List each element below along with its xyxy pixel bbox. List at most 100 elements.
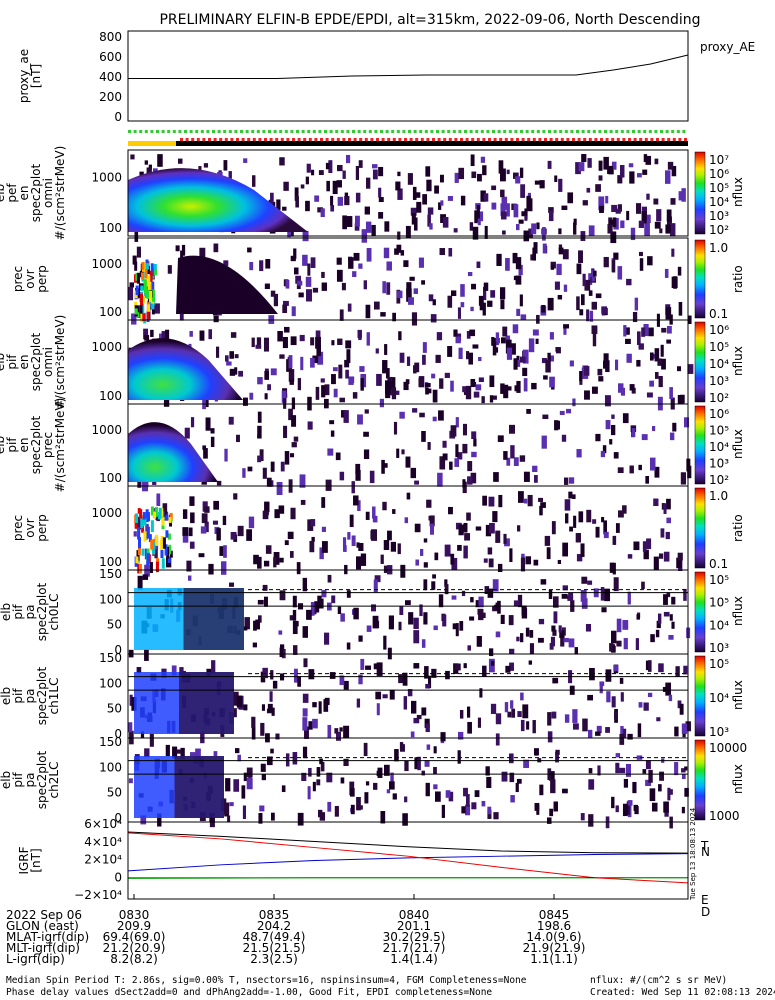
speckle [297, 280, 303, 286]
colorbar-tick-label: 10⁴ [709, 440, 729, 454]
speckle [506, 386, 512, 391]
speckle [439, 174, 444, 183]
speckle [549, 332, 554, 340]
speckle [684, 417, 689, 428]
speckle [558, 247, 564, 255]
y-axis-label: spec2plot [29, 163, 43, 222]
x-tick-label: 0845 [539, 908, 570, 922]
speckle [321, 385, 326, 398]
speckle [660, 344, 664, 357]
speckle [669, 816, 673, 829]
status-mark-green [419, 130, 423, 133]
speckle [609, 562, 615, 573]
speckle [182, 527, 189, 536]
speckle [495, 631, 501, 638]
speckle [610, 231, 617, 244]
y-axis-label: pa [23, 605, 37, 620]
speckle [493, 812, 499, 820]
speckle [225, 778, 231, 792]
y-axis-label: #/(scm²strMeV) [53, 398, 67, 493]
status-mark-green [587, 130, 591, 133]
speckle [227, 815, 231, 822]
speckle [305, 276, 312, 287]
x-tick-label: 0835 [259, 908, 290, 922]
speckle [358, 542, 364, 551]
speckle [265, 259, 271, 269]
speckle [642, 169, 648, 175]
speckle [360, 658, 365, 670]
speckle [319, 758, 323, 765]
speckle [375, 691, 382, 700]
colorbar-label: nflux [731, 680, 745, 710]
speckle [462, 423, 468, 436]
speckle [404, 517, 409, 524]
speckle [470, 472, 477, 484]
status-mark-green [363, 130, 367, 133]
colorbar [694, 151, 706, 235]
y-axis-label: elb [0, 436, 7, 454]
speckle [343, 725, 350, 738]
speckle [253, 620, 257, 631]
speckle [351, 535, 356, 547]
speckle [613, 452, 619, 459]
speckle [524, 215, 528, 221]
speckle [408, 612, 414, 625]
speckle [532, 720, 536, 734]
speckle [578, 511, 584, 523]
speckle [450, 553, 455, 565]
speckle [389, 689, 395, 700]
speckle [133, 531, 137, 537]
speckle [355, 469, 361, 481]
ratio-cell [154, 507, 158, 517]
speckle [229, 802, 234, 807]
status-mark-red [555, 138, 559, 141]
speckle [489, 523, 495, 534]
speckle [500, 614, 505, 625]
speckle [580, 294, 585, 306]
y-axis-label: ovr [23, 269, 37, 288]
y-axis-label: elb [0, 687, 13, 705]
ratio-cell [144, 548, 148, 560]
speckle [606, 691, 611, 703]
ratio-cell [150, 263, 154, 277]
colorbar-tick-label: 10⁵ [709, 181, 729, 195]
speckle [251, 716, 256, 728]
speckle [317, 351, 324, 365]
ratio-cell [155, 534, 159, 546]
y-tick-label: 0 [114, 727, 122, 741]
status-mark-green [676, 130, 680, 133]
speckle [419, 604, 423, 617]
speckle [492, 511, 498, 523]
speckle [489, 648, 494, 657]
spectrogram-blob [128, 422, 218, 482]
speckle [519, 455, 526, 462]
speckle [661, 503, 665, 510]
status-mark-red [499, 138, 503, 141]
y-axis-label: omni [41, 347, 55, 377]
speckle [491, 185, 497, 191]
speckle [414, 217, 418, 231]
speckle [612, 562, 616, 575]
speckle [645, 779, 652, 787]
speckle [397, 171, 401, 177]
speckle [516, 355, 520, 364]
speckle [636, 173, 642, 178]
status-mark-red [566, 138, 570, 141]
igrf-line-T [127, 831, 689, 854]
speckle [453, 329, 458, 337]
status-mark-red [264, 138, 267, 141]
speckle [454, 458, 460, 467]
speckle [421, 430, 426, 442]
speckle [442, 216, 449, 228]
speckle [180, 747, 185, 760]
colorbar-tick-label: 1.0 [709, 489, 728, 503]
speckle [576, 263, 582, 275]
speckle [581, 154, 587, 163]
speckle [681, 188, 686, 202]
footer-line-1: Median Spin Period T: 2.86s, sig=0.00% T… [6, 975, 527, 986]
ratio-cell [148, 534, 152, 543]
speckle [506, 203, 510, 217]
speckle [292, 752, 298, 765]
speckle [529, 630, 534, 638]
status-mark-red [180, 138, 183, 141]
